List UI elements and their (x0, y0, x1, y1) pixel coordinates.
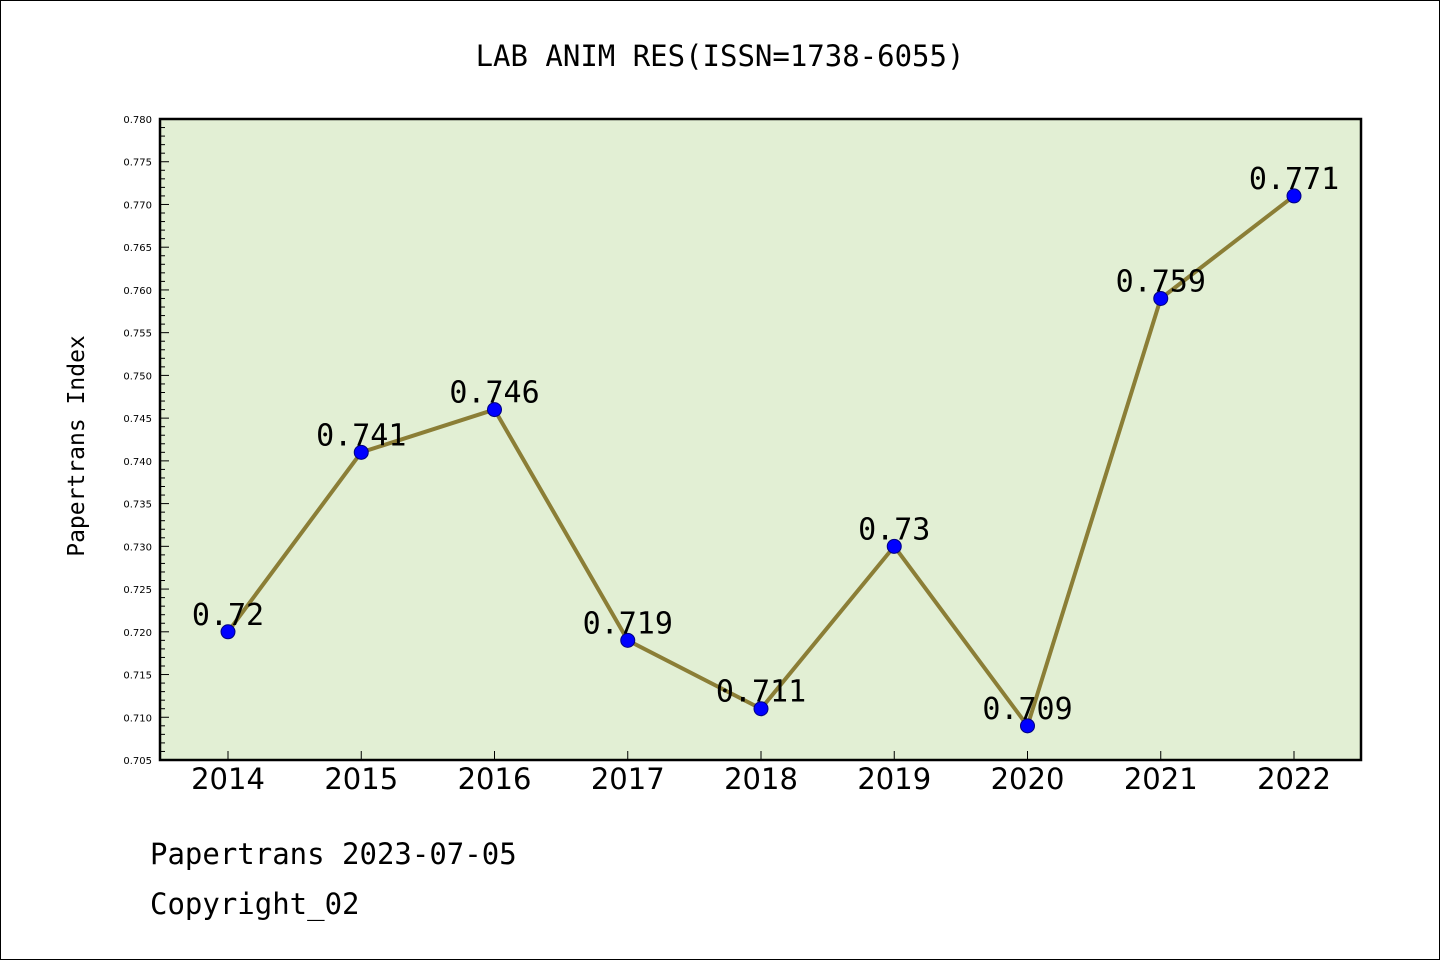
data-point (886, 538, 902, 554)
data-label: 0.771 (1249, 162, 1339, 197)
x-tick-label: 2017 (591, 762, 665, 796)
data-label: 0.72 (192, 598, 264, 633)
y-tick-label: 0.760 (123, 286, 152, 297)
data-labels: 0.72 0.741 0.746 0.719 0.711 0.73 0.709 0.759 0.… (192, 162, 1339, 727)
y-tick-label: 0.740 (123, 457, 152, 468)
y-tick-label: 0.770 (123, 200, 152, 211)
data-label: 0.719 (583, 606, 673, 641)
x-tick-label: 2022 (1257, 762, 1331, 796)
data-label: 0.741 (316, 418, 406, 453)
y-tick-label: 0.780 (123, 115, 152, 126)
data-points (220, 188, 1302, 734)
x-tick-label: 2018 (724, 762, 798, 796)
chart-title: LAB ANIM RES(ISSN=1738-6055) (476, 39, 965, 73)
data-point (1286, 188, 1302, 204)
footer-copyright: Copyright_02 (150, 887, 360, 922)
y-tick-label: 0.725 (123, 585, 152, 596)
x-tick-label: 2020 (991, 762, 1065, 796)
data-label: 0.746 (449, 376, 539, 411)
y-tick-label: 0.720 (123, 628, 152, 639)
y-axis-label: Papertrans Index (64, 335, 90, 557)
x-tick-label: 2019 (857, 762, 931, 796)
x-axis: 2014 2015 2016 2017 2018 2019 2020 2021 2022 (191, 751, 1331, 796)
data-label: 0.759 (1116, 264, 1206, 299)
data-point (220, 624, 236, 640)
y-tick-label: 0.710 (123, 713, 152, 724)
x-tick-label: 2015 (324, 762, 398, 796)
y-tick-label: 0.745 (123, 414, 152, 425)
y-tick-label: 0.765 (123, 243, 152, 254)
data-point (353, 444, 369, 460)
plot-border (158, 117, 1363, 762)
y-tick-label: 0.775 (123, 158, 152, 169)
x-tick-label: 2021 (1124, 762, 1198, 796)
data-point (1020, 718, 1035, 734)
y-tick-label: 0.705 (123, 756, 152, 767)
x-tick-label: 2016 (458, 762, 532, 796)
data-point (753, 701, 769, 717)
y-tick-label: 0.755 (123, 329, 152, 340)
plot-area (160, 119, 1361, 760)
y-tick-label: 0.715 (123, 671, 152, 682)
x-tick-label: 2014 (191, 762, 265, 796)
y-axis: 0.705 0.710 0.715 0.720 0.725 0.730 0.735 0.740… (123, 115, 169, 767)
data-label: 0.709 (982, 692, 1072, 727)
y-tick-label: 0.750 (123, 371, 152, 382)
data-point (1153, 290, 1169, 306)
footer-date: Papertrans 2023-07-05 (150, 837, 517, 871)
data-point (487, 402, 502, 418)
data-label: 0.711 (716, 675, 806, 710)
y-tick-label: 0.735 (123, 500, 152, 511)
data-point (620, 632, 636, 648)
data-label: 0.73 (858, 512, 930, 547)
y-tick-label: 0.730 (123, 542, 152, 553)
